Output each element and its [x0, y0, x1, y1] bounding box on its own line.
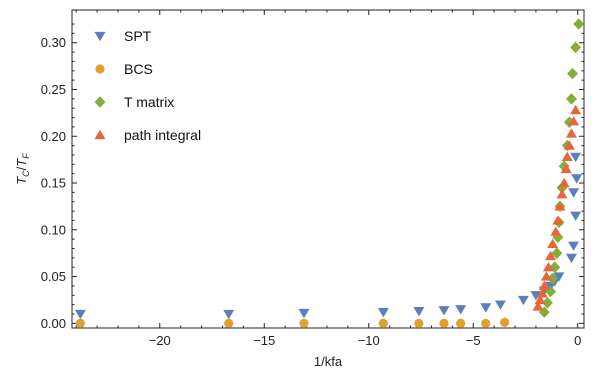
data-point [480, 303, 492, 313]
data-point [552, 231, 564, 244]
data-point [456, 318, 466, 328]
data-point [481, 318, 491, 328]
legend-label: BCS [124, 61, 153, 77]
series-path-integral [532, 104, 582, 311]
legend-marker [94, 129, 106, 140]
data-point [298, 308, 310, 319]
y-axis-title-t1: T [14, 176, 29, 185]
y-tick-label: 0.20 [41, 129, 66, 144]
data-point [547, 272, 559, 285]
y-axis-title: TC/TF [14, 153, 31, 185]
data-point [550, 226, 562, 236]
legend: SPT BCS T matrix path integral [94, 28, 201, 143]
data-point [377, 307, 389, 318]
x-tick-label: −10 [358, 333, 380, 348]
data-point [538, 280, 550, 291]
data-marks [74, 18, 585, 328]
data-point [499, 317, 510, 327]
data-point [553, 272, 565, 282]
legend-label: SPT [124, 28, 152, 44]
data-point [561, 151, 573, 161]
data-point [565, 93, 577, 105]
data-point [536, 288, 548, 298]
data-point [541, 296, 553, 309]
data-point [494, 300, 506, 310]
y-axis-title-t2: T [14, 158, 29, 167]
data-point [378, 318, 388, 328]
x-tick-label: −15 [253, 333, 275, 348]
data-point [568, 188, 580, 198]
data-point [299, 318, 309, 328]
data-point [568, 241, 580, 251]
y-axis: 0.00 0.05 0.10 0.15 0.20 0.25 0.30 [41, 23, 584, 331]
legend-marker [95, 64, 105, 74]
x-tick-label: 0 [574, 333, 581, 348]
y-tick-label: 0.25 [41, 82, 66, 97]
data-point [570, 41, 582, 54]
legend-marker [94, 96, 106, 108]
series-bcs [75, 317, 510, 328]
data-point [534, 294, 546, 305]
legend-marker [94, 31, 106, 42]
x-axis-title: 1/kfa [314, 354, 343, 369]
data-point [532, 301, 544, 311]
data-point [558, 177, 570, 188]
data-point [414, 318, 424, 328]
x-tick-label: −20 [149, 333, 171, 348]
data-point [556, 189, 568, 199]
data-point [554, 201, 566, 211]
data-point [75, 318, 85, 328]
data-point [540, 271, 552, 281]
data-point [547, 238, 559, 248]
data-point [224, 318, 234, 328]
legend-label: T matrix [124, 94, 174, 110]
data-point [223, 309, 235, 320]
data-point [551, 247, 563, 259]
y-tick-label: 0.05 [41, 269, 66, 284]
data-point [565, 128, 577, 138]
data-point [517, 295, 529, 306]
data-point [570, 211, 582, 221]
data-point [560, 163, 572, 174]
data-point [570, 104, 582, 115]
data-point [552, 215, 564, 225]
data-point [438, 306, 450, 316]
data-point [565, 253, 577, 264]
data-point [568, 116, 580, 126]
y-tick-label: 0.15 [41, 176, 66, 191]
data-point [545, 250, 557, 261]
data-point [413, 307, 425, 317]
data-point [570, 152, 582, 163]
y-axis-title-sub1: C [21, 170, 31, 177]
y-axis-title-slash: / [14, 166, 29, 170]
y-tick-label: 0.10 [41, 222, 66, 237]
plot-frame [71, 9, 585, 329]
data-point [542, 261, 554, 272]
y-axis-title-sub2: F [21, 153, 31, 159]
legend-label: path integral [124, 127, 201, 143]
y-tick-label: 0.00 [41, 316, 66, 331]
x-tick-label: −5 [466, 333, 481, 348]
x-axis: −20 −15 −10 −5 0 [75, 10, 581, 348]
data-point [571, 174, 583, 184]
data-point [567, 67, 579, 80]
data-point [530, 291, 542, 301]
data-point [556, 181, 568, 194]
data-point [74, 309, 86, 320]
data-point [573, 18, 585, 30]
data-point [439, 318, 449, 328]
data-point [455, 305, 467, 315]
y-tick-label: 0.30 [41, 35, 66, 50]
data-point [563, 140, 575, 150]
